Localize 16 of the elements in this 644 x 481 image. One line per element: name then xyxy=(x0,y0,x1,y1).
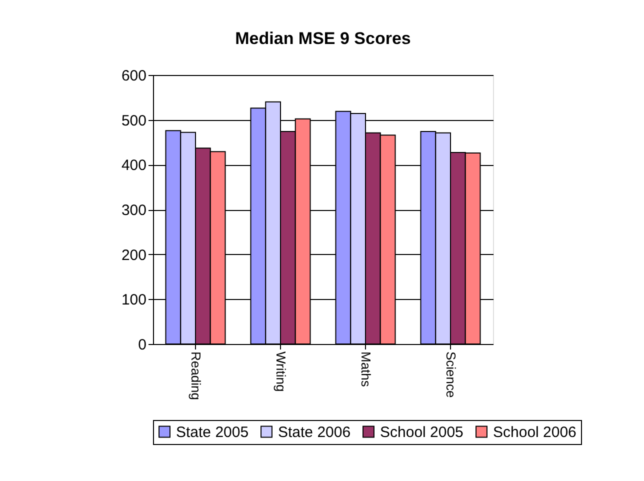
x-tick-label: Science xyxy=(444,352,458,398)
legend-label: State 2005 xyxy=(176,424,249,441)
y-tick-label: 100 xyxy=(121,292,146,309)
legend-label: School 2005 xyxy=(380,424,464,441)
y-tick-label: 200 xyxy=(121,246,146,264)
x-tick-label: Writing xyxy=(274,352,288,392)
y-tick-label: 400 xyxy=(121,157,146,174)
y-tick-label: 0 xyxy=(138,336,146,354)
chart-title: Median MSE 9 Scores xyxy=(235,29,411,48)
legend-label: State 2006 xyxy=(278,424,351,441)
x-tick-label: Maths xyxy=(358,352,374,388)
x-tick-label: Reading xyxy=(188,352,204,400)
y-tick-label: 300 xyxy=(121,202,146,219)
legend-label: School 2006 xyxy=(493,424,576,441)
y-tick-label: 600 xyxy=(121,68,146,84)
y-tick-label: 500 xyxy=(121,112,146,130)
